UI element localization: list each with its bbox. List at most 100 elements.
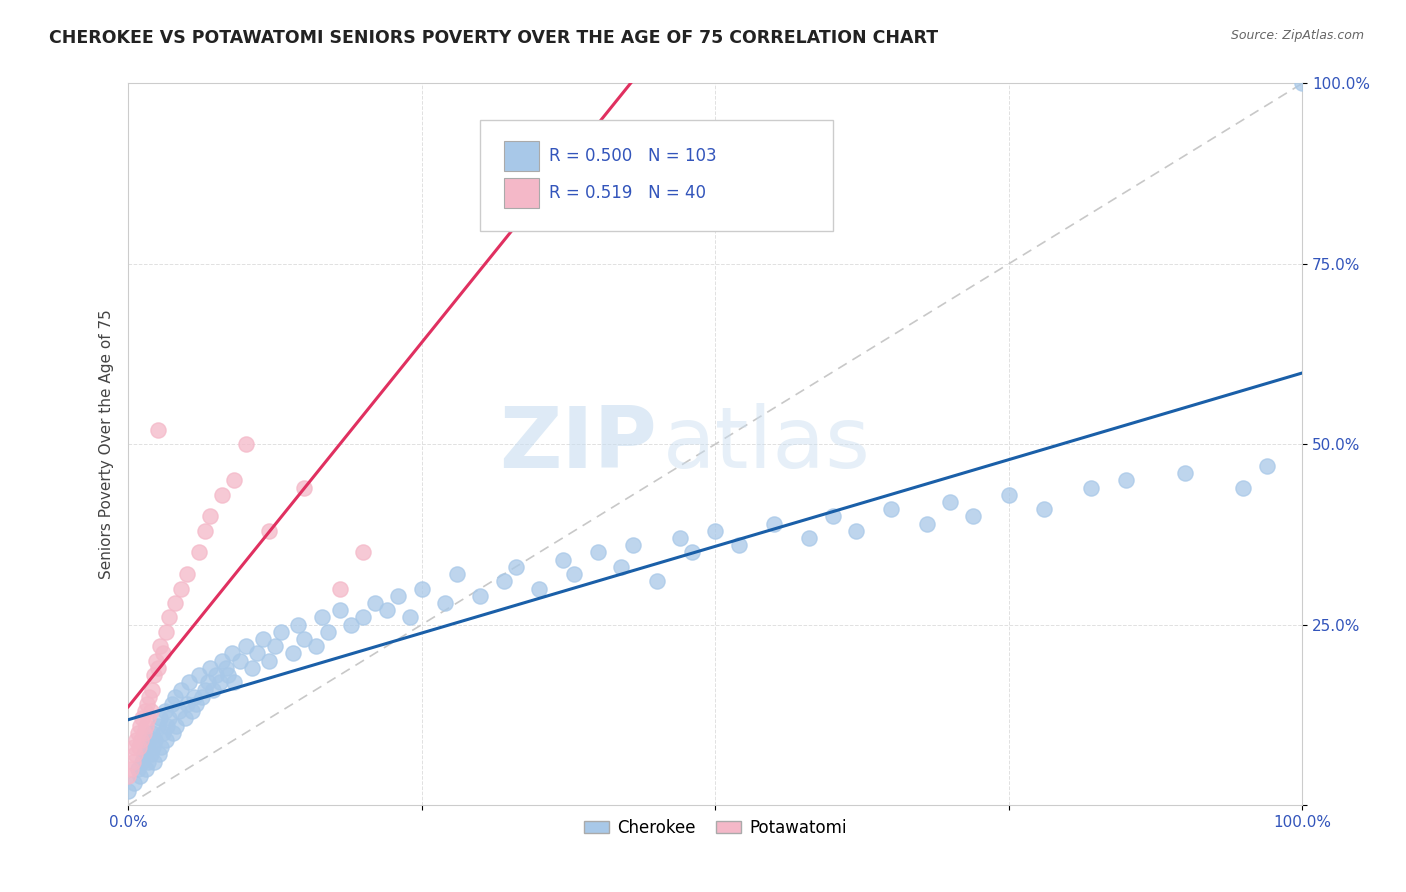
Point	[139, 704, 162, 718]
Point	[240, 661, 263, 675]
Point	[193, 524, 215, 538]
Point	[157, 610, 180, 624]
Point	[1256, 458, 1278, 473]
FancyBboxPatch shape	[503, 141, 538, 171]
Point	[201, 682, 224, 697]
Point	[292, 632, 315, 646]
Point	[316, 624, 339, 639]
Point	[681, 545, 703, 559]
Point	[145, 654, 167, 668]
Legend: Cherokee, Potawatomi: Cherokee, Potawatomi	[578, 813, 853, 844]
Point	[170, 582, 193, 596]
Point	[146, 718, 169, 732]
Point	[352, 545, 374, 559]
Point	[136, 740, 159, 755]
Point	[222, 473, 245, 487]
Point	[117, 769, 139, 783]
Point	[134, 704, 156, 718]
Text: ZIP: ZIP	[499, 402, 657, 486]
Point	[152, 647, 174, 661]
Point	[704, 524, 727, 538]
Point	[270, 624, 292, 639]
Point	[149, 640, 172, 654]
Point	[880, 502, 903, 516]
Point	[146, 661, 169, 675]
Point	[375, 603, 398, 617]
Point	[136, 697, 159, 711]
Point	[120, 762, 142, 776]
Point	[1291, 77, 1313, 91]
Point	[329, 582, 352, 596]
Point	[845, 524, 868, 538]
Point	[142, 740, 165, 755]
Point	[562, 567, 585, 582]
Point	[610, 560, 633, 574]
Point	[1032, 502, 1054, 516]
FancyBboxPatch shape	[503, 178, 538, 208]
Point	[131, 711, 153, 725]
Point	[136, 755, 159, 769]
Point	[229, 654, 252, 668]
Point	[281, 647, 304, 661]
Point	[176, 567, 198, 582]
Point	[136, 711, 159, 725]
Point	[155, 733, 177, 747]
Point	[128, 740, 150, 755]
Point	[962, 509, 984, 524]
Text: R = 0.519   N = 40: R = 0.519 N = 40	[548, 184, 706, 202]
Point	[200, 661, 222, 675]
Point	[217, 668, 239, 682]
Point	[235, 640, 257, 654]
Y-axis label: Seniors Poverty Over the Age of 75: Seniors Poverty Over the Age of 75	[100, 310, 114, 579]
Point	[187, 668, 209, 682]
Point	[191, 690, 214, 704]
Point	[135, 762, 157, 776]
Point	[129, 769, 152, 783]
Point	[221, 647, 243, 661]
Point	[141, 682, 163, 697]
Point	[153, 704, 176, 718]
Point	[193, 682, 215, 697]
Point	[257, 654, 280, 668]
Point	[364, 596, 387, 610]
Point	[211, 654, 233, 668]
Point	[1115, 473, 1137, 487]
Point	[148, 747, 170, 762]
Point	[387, 589, 409, 603]
Point	[208, 675, 231, 690]
Point	[170, 682, 193, 697]
Point	[311, 610, 333, 624]
Point	[222, 675, 245, 690]
Point	[122, 776, 145, 790]
Point	[797, 531, 820, 545]
Point	[138, 733, 160, 747]
Point	[287, 617, 309, 632]
Text: Source: ZipAtlas.com: Source: ZipAtlas.com	[1230, 29, 1364, 42]
Point	[915, 516, 938, 531]
Point	[132, 747, 155, 762]
Point	[292, 481, 315, 495]
Point	[143, 668, 166, 682]
Point	[132, 726, 155, 740]
Point	[434, 596, 457, 610]
Point	[235, 437, 257, 451]
Point	[131, 755, 153, 769]
Point	[138, 690, 160, 704]
Point	[621, 538, 644, 552]
Point	[215, 661, 238, 675]
Text: CHEROKEE VS POTAWATOMI SENIORS POVERTY OVER THE AGE OF 75 CORRELATION CHART: CHEROKEE VS POTAWATOMI SENIORS POVERTY O…	[49, 29, 938, 46]
Point	[586, 545, 609, 559]
Point	[156, 718, 179, 732]
Point	[1080, 481, 1102, 495]
Point	[183, 690, 205, 704]
Point	[505, 560, 527, 574]
Point	[179, 675, 201, 690]
Point	[176, 697, 198, 711]
Point	[252, 632, 274, 646]
Point	[127, 762, 149, 776]
Point	[143, 755, 166, 769]
FancyBboxPatch shape	[481, 120, 832, 231]
Point	[152, 726, 174, 740]
Point	[411, 582, 433, 596]
Point	[257, 524, 280, 538]
